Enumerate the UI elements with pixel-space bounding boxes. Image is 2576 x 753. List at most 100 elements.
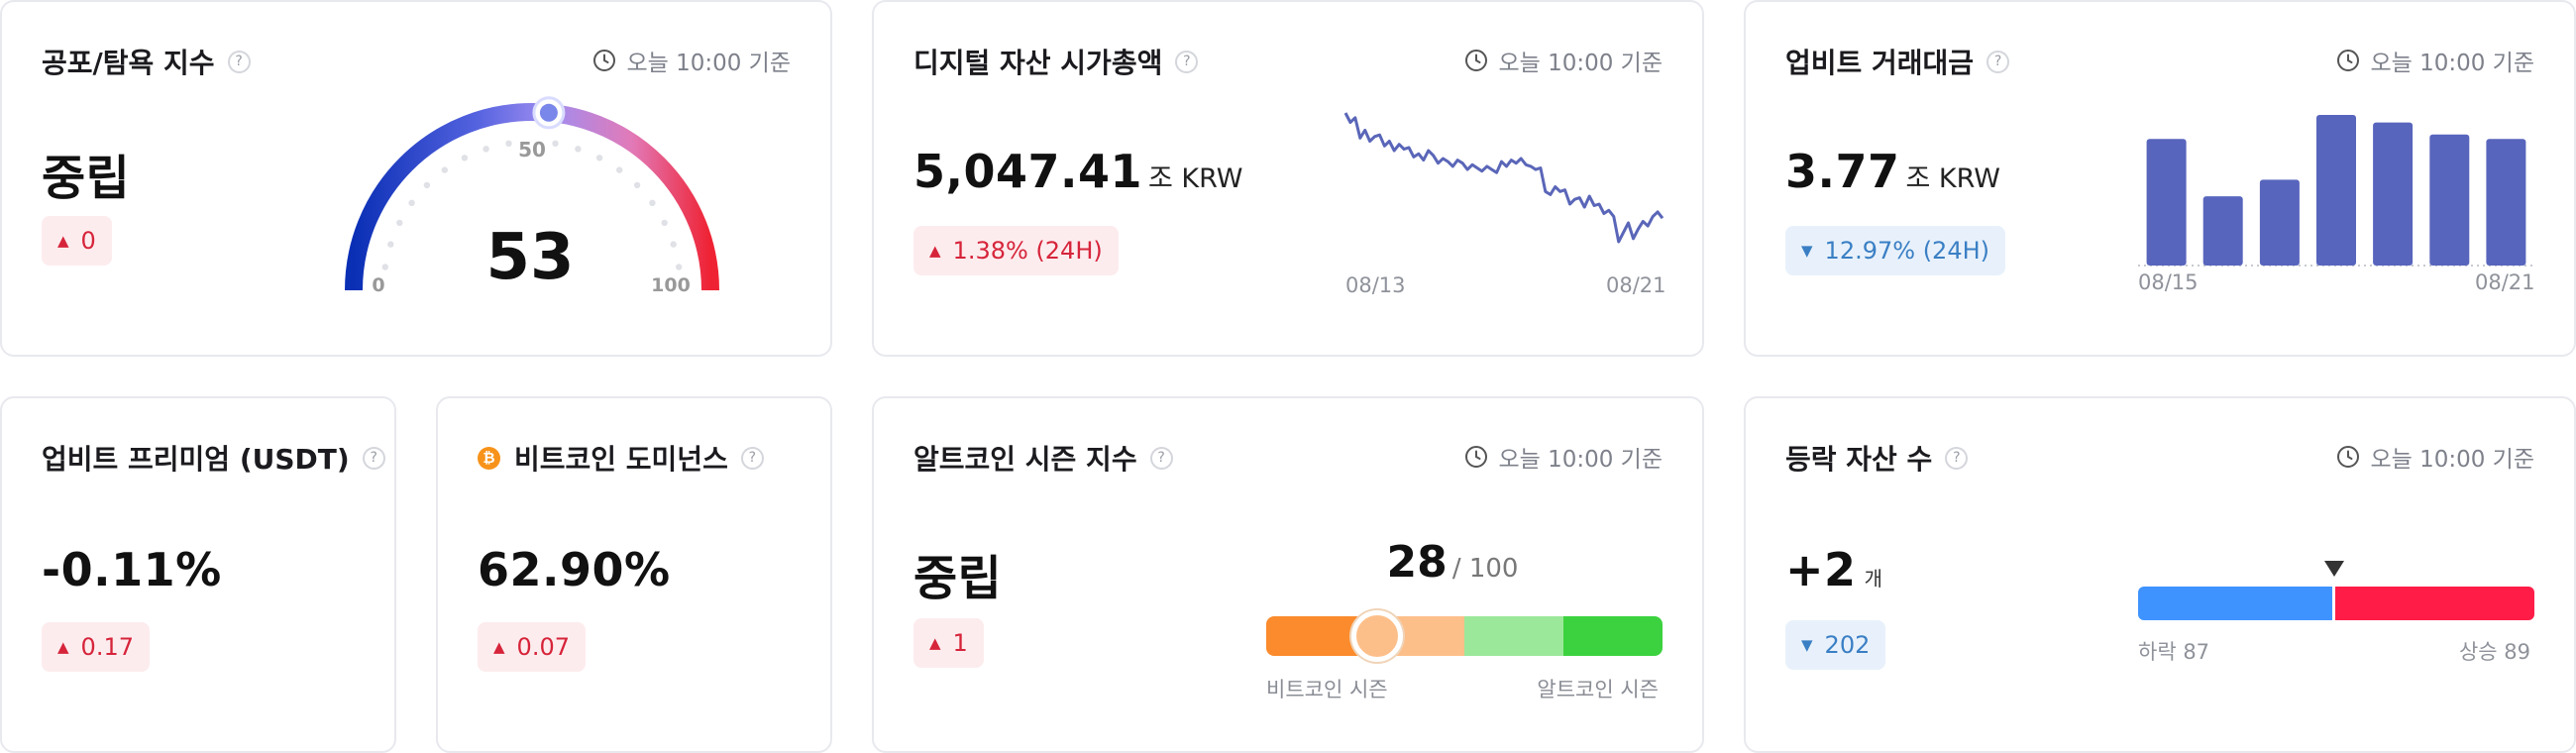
advance-segment bbox=[2335, 587, 2534, 620]
gauge-tick bbox=[483, 146, 489, 153]
change-badge: ▲ 1 bbox=[913, 618, 984, 668]
down-arrow-icon: ▼ bbox=[1801, 636, 1813, 654]
gauge-pointer-core bbox=[539, 103, 558, 122]
decline-segment bbox=[2138, 587, 2333, 620]
gauge-tick bbox=[396, 219, 403, 227]
gauge-tick bbox=[505, 140, 512, 147]
gauge-max-label: 100 bbox=[651, 274, 691, 296]
market-cap-series-line bbox=[1343, 112, 1664, 244]
up-arrow-icon: ▲ bbox=[929, 634, 941, 652]
card-title: 알트코인 시즌 지수 ? bbox=[913, 438, 1173, 478]
clock-icon bbox=[2337, 446, 2360, 468]
marker-down-triangle-icon bbox=[2324, 561, 2345, 577]
altseason-status: 중립 bbox=[913, 551, 1003, 606]
gauge-tick bbox=[552, 140, 559, 147]
volume-bar bbox=[2316, 115, 2356, 266]
decline-label: 하락 87 bbox=[2138, 640, 2210, 664]
change-badge: ▲ 1.38% (24H) bbox=[913, 226, 1119, 275]
help-icon[interactable]: ? bbox=[227, 50, 251, 73]
bar-segment bbox=[1464, 616, 1563, 656]
bar-right-label: 알트코인 시즌 bbox=[1537, 678, 1659, 701]
card-title: 업비트 프리미엄 (USDT) ? bbox=[42, 438, 385, 478]
altseason-card: 알트코인 시즌 지수 ? 오늘 10:00 기준 중립 ▲ 1 28 / 100… bbox=[872, 396, 1704, 753]
card-title: 업비트 거래대금 ? bbox=[1785, 42, 2010, 81]
gauge-tick bbox=[441, 166, 448, 173]
market-cap-line-chart bbox=[1343, 112, 1664, 244]
market-cap-card: 디지털 자산 시가총액 ? 오늘 10:00 기준 5,047.41 조 KRW … bbox=[872, 0, 1704, 357]
bar-segment bbox=[1266, 616, 1365, 656]
card-title: 공포/탐욕 지수 ? bbox=[42, 42, 251, 81]
help-icon[interactable]: ? bbox=[1945, 446, 1969, 470]
gauge-tick bbox=[616, 166, 623, 173]
up-arrow-icon: ▲ bbox=[57, 638, 69, 656]
volume-bar bbox=[2373, 122, 2414, 266]
advance-decline-card: 등락 자산 수 ? 오늘 10:00 기준 +2 개 ▼ 202 하락 87 상승… bbox=[1744, 396, 2576, 753]
gauge-mid-label: 50 bbox=[518, 138, 546, 161]
advance-decline-bar bbox=[2138, 587, 2534, 620]
card-title: ₿ 비트코인 도미넌스 ? bbox=[478, 438, 764, 478]
gauge-tick bbox=[633, 181, 641, 189]
volume-bar bbox=[2202, 196, 2243, 266]
change-badge: ▲ 0.17 bbox=[42, 622, 150, 672]
change-badge: ▼ 202 bbox=[1785, 620, 1886, 670]
x-tick-label: 08/15 bbox=[2138, 270, 2199, 294]
up-arrow-icon: ▲ bbox=[929, 242, 941, 260]
gauge-tick bbox=[408, 199, 415, 206]
gauge-tick bbox=[575, 146, 582, 153]
x-tick-label: 08/21 bbox=[1606, 273, 1666, 297]
x-tick-label: 08/21 bbox=[2475, 270, 2535, 294]
altseason-bar bbox=[1266, 616, 1663, 656]
x-tick-label: 08/13 bbox=[1345, 273, 1406, 297]
altseason-pointer bbox=[1351, 610, 1403, 662]
market-cap-value: 5,047.41 조 KRW bbox=[913, 145, 1243, 198]
fear-greed-gauge: 50 0 100 53 bbox=[345, 96, 719, 296]
fear-greed-value: 53 bbox=[485, 221, 574, 294]
volume-bar-chart bbox=[2138, 115, 2534, 267]
volume-bar bbox=[2429, 134, 2470, 266]
gauge-min-label: 0 bbox=[372, 274, 384, 296]
timestamp: 오늘 10:00 기준 bbox=[592, 44, 791, 77]
help-icon[interactable]: ? bbox=[740, 446, 764, 470]
gauge-tick bbox=[387, 241, 394, 248]
clock-icon bbox=[1465, 446, 1488, 468]
gauge-tick bbox=[649, 199, 656, 206]
clock-icon bbox=[593, 50, 616, 71]
gauge-ticks bbox=[381, 140, 683, 270]
volume-bar bbox=[2146, 139, 2187, 266]
timestamp: 오늘 10:00 기준 bbox=[2336, 440, 2534, 474]
gauge-tick bbox=[381, 264, 388, 270]
volume-bar bbox=[2259, 179, 2300, 266]
premium-card: 업비트 프리미엄 (USDT) ? -0.11% ▲ 0.17 bbox=[0, 396, 396, 753]
gauge-tick bbox=[661, 219, 668, 227]
bar-divider bbox=[2332, 587, 2336, 620]
volume-bar bbox=[2486, 139, 2526, 266]
bitcoin-icon: ₿ bbox=[478, 446, 500, 470]
bar-segment bbox=[1563, 616, 1663, 656]
dominance-card: ₿ 비트코인 도미넌스 ? 62.90% ▲ 0.07 bbox=[436, 396, 832, 753]
gauge-tick bbox=[676, 264, 683, 270]
down-arrow-icon: ▼ bbox=[1801, 242, 1813, 260]
change-badge: ▲ 0.07 bbox=[478, 622, 586, 672]
dominance-value: 62.90% bbox=[478, 543, 671, 596]
fear-greed-status: 중립 bbox=[42, 151, 131, 206]
upbit-volume-card: 업비트 거래대금 ? 오늘 10:00 기준 3.77 조 KRW ▼ 12.97… bbox=[1744, 0, 2576, 357]
gauge-tick bbox=[461, 155, 469, 161]
timestamp: 오늘 10:00 기준 bbox=[2336, 44, 2534, 77]
help-icon[interactable]: ? bbox=[1149, 446, 1173, 470]
card-title: 등락 자산 수 ? bbox=[1785, 438, 1969, 478]
fear-greed-card: 공포/탐욕 지수 ? 오늘 10:00 기준 중립 ▲ 0 50 0 100 5… bbox=[0, 0, 832, 357]
change-badge: ▼ 12.97% (24H) bbox=[1785, 226, 2005, 275]
gauge-tick bbox=[670, 241, 677, 248]
clock-icon bbox=[1465, 50, 1488, 71]
clock-icon bbox=[2337, 50, 2360, 71]
premium-value: -0.11% bbox=[42, 543, 222, 596]
help-icon[interactable]: ? bbox=[362, 446, 385, 470]
advance-decline-value: +2 개 bbox=[1785, 543, 1883, 596]
gauge-tick bbox=[595, 155, 603, 161]
advance-label: 상승 89 bbox=[2458, 640, 2530, 664]
altseason-score: 28 / 100 bbox=[1386, 537, 1519, 588]
help-icon[interactable]: ? bbox=[1986, 50, 2010, 73]
help-icon[interactable]: ? bbox=[1175, 50, 1199, 73]
bar-left-label: 비트코인 시즌 bbox=[1266, 678, 1388, 701]
timestamp: 오늘 10:00 기준 bbox=[1464, 440, 1663, 474]
